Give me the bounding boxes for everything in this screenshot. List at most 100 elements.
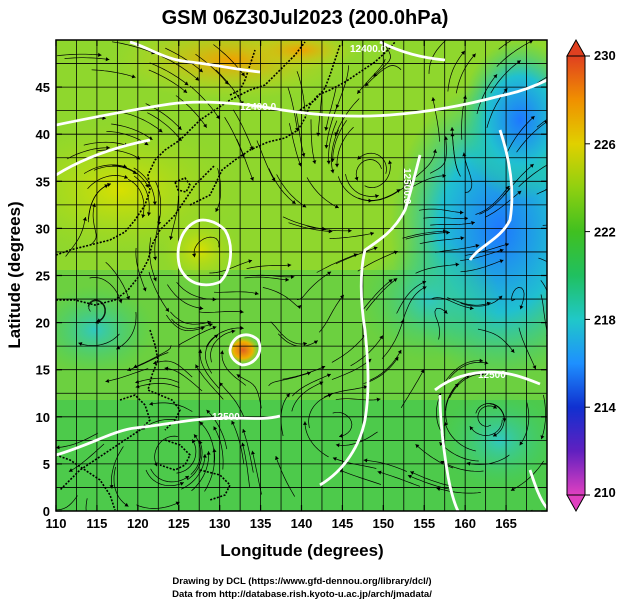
streamline-arrow	[131, 74, 136, 79]
streamline	[401, 286, 427, 323]
streamline-arrow	[365, 82, 369, 87]
streamline-arrow	[432, 149, 437, 153]
streamline	[215, 69, 244, 106]
streamline	[410, 471, 453, 487]
streamline-arrow	[335, 443, 340, 448]
streamline	[516, 121, 547, 153]
streamline	[498, 40, 513, 50]
streamline-arrow	[440, 460, 445, 465]
streamline-arrow	[322, 226, 326, 231]
streamline-arrow	[326, 373, 331, 378]
streamline	[536, 118, 547, 128]
streamline	[287, 87, 298, 132]
streamline-arrow	[312, 160, 317, 164]
streamline	[111, 446, 124, 489]
x-tick-label: 125	[168, 516, 190, 531]
streamline-arrow	[165, 307, 169, 312]
colorbar-body	[566, 55, 586, 496]
streamline-arrow	[340, 294, 344, 299]
streamline	[78, 333, 120, 346]
streamline	[205, 327, 244, 348]
streamline	[135, 383, 180, 389]
streamline	[56, 432, 99, 449]
streamline	[89, 203, 97, 246]
streamline	[451, 132, 461, 177]
streamlines	[56, 40, 547, 511]
streamline-arrow	[287, 263, 292, 268]
streamline-arrow	[153, 256, 158, 261]
streamline	[241, 442, 250, 487]
streamline	[66, 147, 110, 160]
streamline-arrow	[68, 468, 73, 472]
streamline	[510, 460, 544, 491]
x-tick-label: 155	[413, 516, 435, 531]
streamline	[423, 217, 469, 219]
streamline	[461, 95, 467, 140]
streamline	[56, 53, 102, 57]
streamline	[175, 95, 207, 128]
map-title: GSM 06Z30Jul2023 (200.0hPa)	[162, 7, 449, 29]
streamline	[105, 368, 149, 382]
x-tick-label: 135	[250, 516, 272, 531]
streamline-arrow	[475, 243, 480, 248]
streamline-arrow	[410, 471, 415, 475]
streamline	[149, 62, 189, 86]
colorbar-tick-label: 210	[594, 485, 616, 500]
streamline	[56, 495, 78, 511]
streamline-arrow	[144, 141, 149, 146]
streamline-arrow	[354, 176, 359, 181]
streamline-arrow	[124, 502, 129, 507]
streamline	[256, 140, 276, 182]
streamline	[419, 237, 465, 245]
streamline	[171, 318, 213, 329]
streamline	[178, 326, 217, 349]
streamline	[191, 451, 210, 492]
streamline	[231, 420, 245, 464]
colorbar-tick-label: 214	[594, 400, 616, 415]
streamline	[292, 373, 332, 397]
streamline-arrow	[249, 146, 254, 151]
streamline-arrow	[339, 433, 343, 438]
streamline	[262, 287, 302, 308]
streamline-arrow	[231, 329, 236, 334]
streamline	[127, 178, 145, 219]
streamline	[477, 405, 498, 427]
streamline-arrow	[471, 53, 476, 58]
x-axis-ticks: 110 115 120 125 130 135 140 145 150 155 160 165	[46, 40, 517, 531]
streamline-arrow	[212, 325, 217, 330]
streamline-arrow	[127, 367, 132, 372]
streamline	[444, 421, 476, 452]
streamline	[135, 247, 147, 292]
streamline-arrow	[219, 382, 224, 387]
streamline-arrow	[297, 162, 302, 167]
streamline-arrow	[184, 81, 189, 86]
streamline-arrow	[193, 434, 198, 439]
streamline-arrow	[471, 221, 475, 226]
streamline	[365, 278, 398, 311]
streamline-arrow	[303, 421, 308, 425]
streamline-arrow	[105, 57, 110, 62]
streamline	[337, 176, 372, 202]
contour-label: 12500	[478, 370, 506, 381]
colorbar-tick-label: 230	[594, 48, 616, 63]
streamline-arrow	[505, 186, 510, 190]
streamline-arrow	[199, 421, 204, 426]
streamline-arrow	[241, 442, 246, 447]
streamline-arrow	[357, 89, 361, 94]
streamline-arrow	[454, 383, 459, 388]
streamline-arrow	[393, 278, 398, 282]
streamline	[358, 189, 401, 201]
streamline	[83, 141, 129, 147]
streamline-arrow	[102, 116, 106, 121]
streamline-arrow	[327, 393, 332, 398]
streamline	[244, 276, 290, 281]
streamline-arrow	[208, 322, 213, 327]
x-tick-label: 120	[127, 516, 149, 531]
streamline-arrow	[195, 76, 200, 81]
streamline-arrow	[56, 445, 60, 450]
streamline	[335, 398, 381, 401]
streamline-arrow	[286, 393, 290, 398]
streamline-arrow	[313, 340, 318, 345]
streamline-arrow	[152, 201, 157, 205]
streamline	[331, 129, 339, 174]
